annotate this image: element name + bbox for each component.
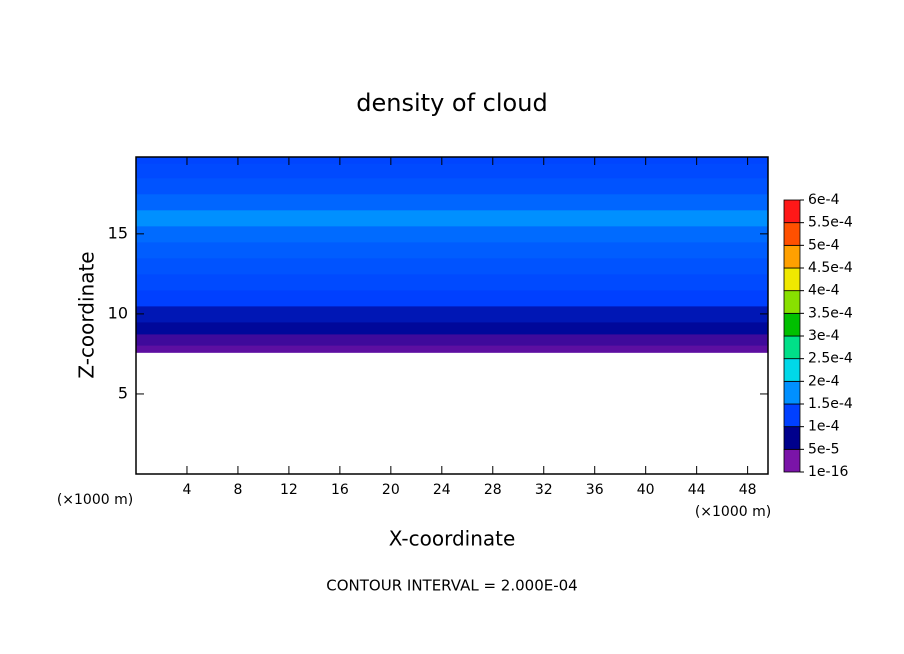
x-tick-label: 24 — [433, 482, 451, 498]
x-tick-label: 36 — [586, 482, 604, 498]
plot-frame — [135, 156, 769, 475]
x-tick-label: 44 — [688, 482, 706, 498]
x-tick-label: 32 — [535, 482, 553, 498]
y-axis-label: Z-coordinate — [75, 251, 99, 378]
contour-band — [136, 333, 768, 346]
contour-band — [136, 163, 768, 179]
colorbar-box — [783, 244, 801, 269]
colorbar-label: 6e-4 — [808, 192, 840, 208]
x-tick-label: 12 — [280, 482, 298, 498]
colorbar-box — [783, 448, 801, 473]
x-tick-label: 40 — [637, 482, 655, 498]
colorbar-box — [783, 380, 801, 405]
colorbar-box — [783, 426, 801, 450]
y-tick-label: 5 — [118, 383, 128, 402]
colorbar-label: 3e-4 — [808, 328, 840, 344]
colorbar-box — [783, 267, 801, 292]
x-tick-label: 28 — [484, 482, 502, 498]
colorbar-label: 5e-5 — [808, 441, 839, 457]
contour-band — [136, 289, 768, 307]
footer: CONTOUR INTERVAL = 2.000E-04 — [326, 577, 577, 595]
contour-band — [136, 157, 768, 164]
contour-band — [136, 193, 768, 211]
contour-band — [136, 177, 768, 195]
colorbar-label: 4.5e-4 — [808, 260, 853, 276]
contour-band — [136, 209, 768, 227]
colorbar-label: 2.5e-4 — [808, 351, 853, 367]
colorbar-label: 2e-4 — [808, 373, 840, 389]
colorbar-box — [783, 312, 801, 337]
contour-band — [136, 225, 768, 243]
chart-title: density of cloud — [356, 89, 547, 117]
colorbar-label: 1.5e-4 — [808, 396, 853, 412]
y-unit: (×1000 m) — [57, 492, 133, 508]
x-tick-label: 4 — [183, 482, 192, 498]
colorbar-box — [783, 358, 801, 382]
contour-band — [136, 321, 768, 335]
colorbar-label: 1e-16 — [808, 464, 848, 480]
y-tick-label: 15 — [108, 223, 128, 242]
x-tick-label: 20 — [382, 482, 400, 498]
y-tick-label: 10 — [108, 303, 128, 322]
colorbar-box — [783, 222, 801, 246]
contour-band — [136, 241, 768, 259]
x-unit: (×1000 m) — [695, 504, 771, 520]
contour-band — [136, 273, 768, 291]
colorbar-box — [783, 199, 801, 224]
colorbar-box — [783, 335, 801, 360]
colorbar-label: 5.5e-4 — [808, 215, 853, 231]
colorbar-label: 3.5e-4 — [808, 305, 853, 321]
colorbar-label: 1e-4 — [808, 419, 840, 435]
colorbar-label: 5e-4 — [808, 237, 840, 253]
contour-band — [136, 345, 768, 353]
x-tick-label: 16 — [331, 482, 349, 498]
x-axis-label: X-coordinate — [389, 527, 516, 551]
contour-band — [136, 305, 768, 323]
colorbar-label: 4e-4 — [808, 283, 840, 299]
colorbar-box — [783, 403, 801, 428]
x-tick-label: 48 — [739, 482, 757, 498]
contour-band — [136, 257, 768, 275]
colorbar-box — [783, 290, 801, 314]
x-tick-label: 8 — [233, 482, 242, 498]
